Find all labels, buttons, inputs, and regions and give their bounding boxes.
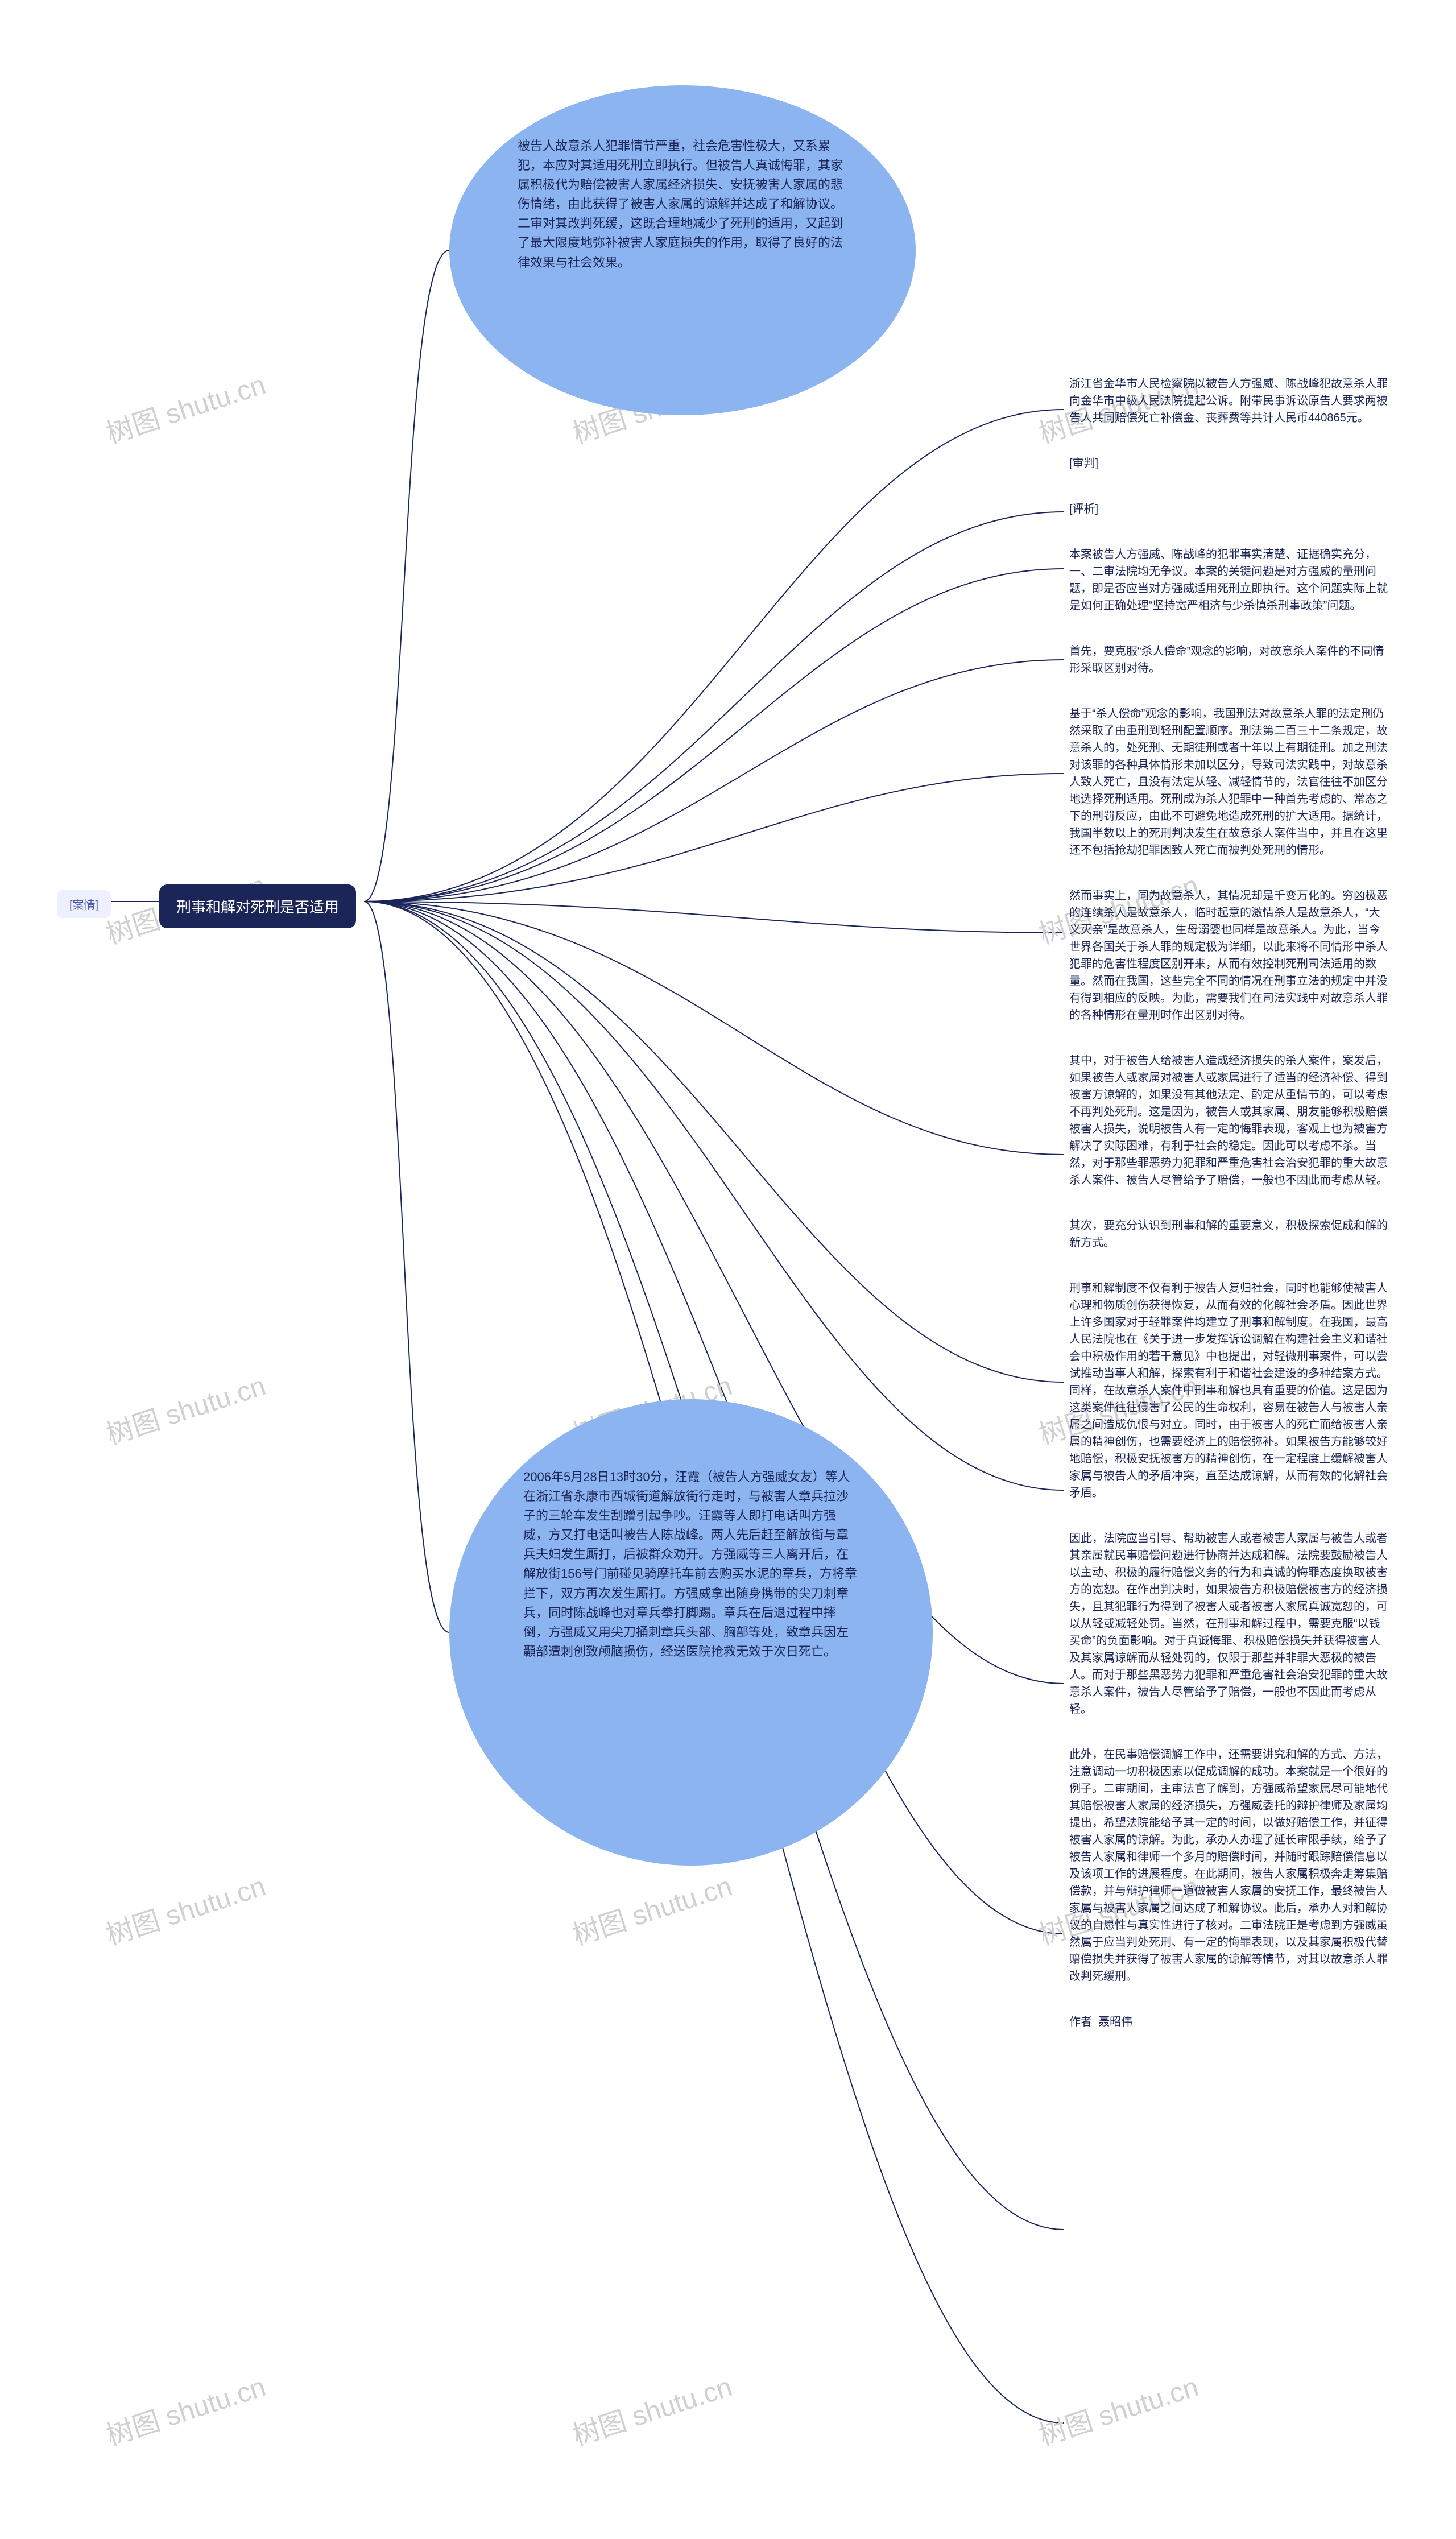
- right-para-7[interactable]: 其中，对于被告人给被害人造成经济损失的杀人案件，案发后，如果被告人或家属对被害人…: [1069, 1052, 1388, 1189]
- right-para-11[interactable]: 此外，在民事赔偿调解工作中，还需要讲究和解的方式、方法，注意调动一切积极因素以促…: [1069, 1746, 1388, 1985]
- right-para-8[interactable]: 其次，要充分认识到刑事和解的重要意义，积极探索促成和解的新方式。: [1069, 1217, 1388, 1251]
- bubble-summary-top-text: 被告人故意杀人犯罪情节严重，社会危害性极大，又系累犯，本应对其适用死刑立即执行。…: [518, 137, 847, 272]
- right-column: 浙江省金华市人民检察院以被告人方强威、陈战峰犯故意杀人罪向金华市中级人民法院提起…: [1069, 375, 1388, 2059]
- watermark: 树图 shutu.cn: [566, 1864, 736, 1953]
- watermark: 树图 shutu.cn: [566, 2364, 736, 2453]
- right-para-10[interactable]: 因此，法院应当引导、帮助被害人或者被害人家属与被告人或者其亲属就民事赔偿问题进行…: [1069, 1530, 1388, 1718]
- right-para-6[interactable]: 然而事实上，同为故意杀人，其情况却是千变万化的。穷凶极恶的连续杀人是故意杀人，临…: [1069, 887, 1388, 1024]
- watermark: 树图 shutu.cn: [1033, 2364, 1202, 2453]
- bubble-facts-bottom[interactable]: 2006年5月28日13时30分，汪霞（被告人方强威女友）等人在浙江省永康市西城…: [449, 1399, 933, 1866]
- right-para-9[interactable]: 刑事和解制度不仅有利于被告人复归社会，同时也能够使被害人心理和物质创伤获得恢复，…: [1069, 1280, 1388, 1502]
- right-para-5[interactable]: 基于“杀人偿命”观念的影响，我国刑法对故意杀人罪的法定刑仍然采取了由重刑到轻刑配…: [1069, 705, 1388, 859]
- center-topic[interactable]: 刑事和解对死刑是否适用: [159, 884, 356, 928]
- bubble-facts-bottom-text: 2006年5月28日13时30分，汪霞（被告人方强威女友）等人在浙江省永康市西城…: [523, 1467, 859, 1661]
- root-tag-case[interactable]: [案情]: [57, 890, 111, 918]
- right-para-1[interactable]: [审判]: [1069, 455, 1388, 472]
- watermark: 树图 shutu.cn: [100, 2364, 270, 2453]
- watermark: 树图 shutu.cn: [100, 1864, 270, 1953]
- watermark: 树图 shutu.cn: [100, 362, 270, 451]
- right-para-2[interactable]: [评析]: [1069, 501, 1388, 518]
- right-para-12[interactable]: 作者 聂昭伟: [1069, 2013, 1388, 2031]
- right-para-0[interactable]: 浙江省金华市人民检察院以被告人方强威、陈战峰犯故意杀人罪向金华市中级人民法院提起…: [1069, 375, 1388, 427]
- watermark: 树图 shutu.cn: [100, 1363, 270, 1452]
- bubble-summary-top[interactable]: 被告人故意杀人犯罪情节严重，社会危害性极大，又系累犯，本应对其适用死刑立即执行。…: [449, 85, 916, 415]
- right-para-4[interactable]: 首先，要克服“杀人偿命”观念的影响，对故意杀人案件的不同情形采取区别对待。: [1069, 643, 1388, 677]
- right-para-3[interactable]: 本案被告人方强威、陈战峰的犯罪事实清楚、证据确实充分，一、二审法院均无争议。本案…: [1069, 546, 1388, 614]
